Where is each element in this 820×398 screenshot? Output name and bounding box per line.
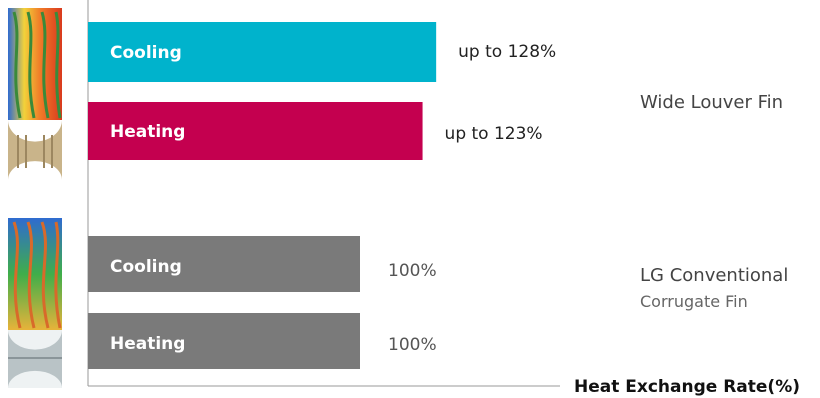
wide-louver-fin-photo-image: [8, 120, 62, 180]
bar-rect: [88, 313, 360, 369]
bar-rect: [88, 236, 360, 292]
bar-value-label: up to 123%: [445, 124, 543, 144]
group-title-conventional: LG Conventional: [640, 265, 788, 286]
bar-cooling-wide-louver: Cooling up to 128%: [88, 22, 556, 82]
wide-louver-fin-heatmap-image: [8, 8, 62, 120]
bar-rect: [88, 22, 437, 82]
bar-heating-conventional: Heating 100%: [88, 313, 437, 369]
bar-value-label: 100%: [388, 335, 437, 355]
corrugate-fin-heatmap-image: [8, 218, 62, 330]
bar-rect: [88, 102, 423, 160]
bar-value-label: 100%: [388, 261, 437, 281]
bar-label: Cooling: [110, 43, 182, 63]
bar-cooling-conventional: Cooling 100%: [88, 236, 437, 292]
bar-value-label: up to 128%: [458, 42, 556, 62]
bar-heating-wide-louver: Heating up to 123%: [88, 102, 543, 160]
corrugate-fin-photo-image: [8, 330, 62, 388]
group-subtitle-conventional: Corrugate Fin: [640, 292, 748, 311]
x-axis-title: Heat Exchange Rate(%): [574, 377, 800, 397]
bar-label: Heating: [110, 334, 185, 354]
bar-label: Cooling: [110, 257, 182, 277]
bar-label: Heating: [110, 122, 185, 142]
group-title-wide-louver: Wide Louver Fin: [640, 92, 783, 113]
